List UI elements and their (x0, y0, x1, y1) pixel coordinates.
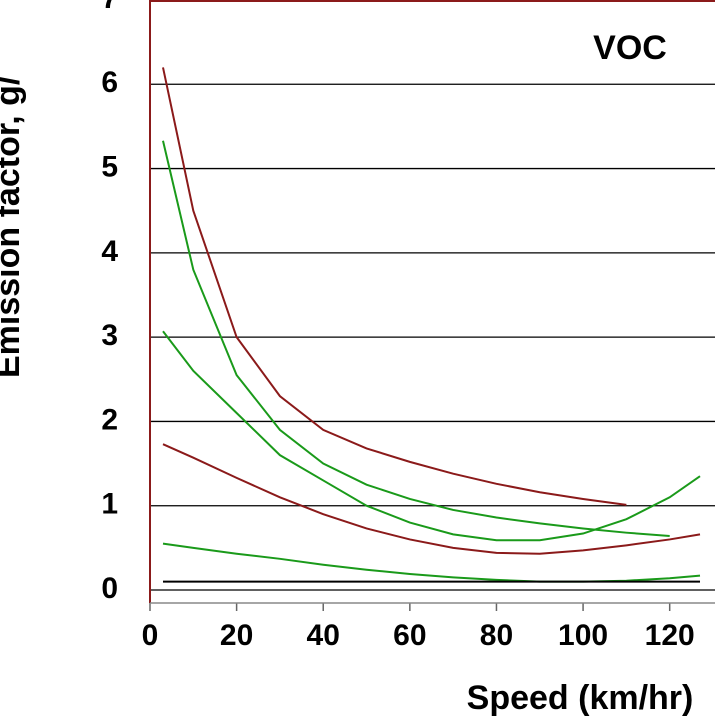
x-tick-label: 40 (307, 619, 340, 652)
y-tick-label: 2 (101, 403, 118, 436)
line (162, 140, 670, 538)
x-tick-label: 100 (558, 619, 608, 652)
y-tick-label: 3 (101, 319, 118, 352)
x-tick-label: 20 (220, 619, 253, 652)
y-axis-label: Emission factor, g/ (0, 75, 27, 378)
y-tick-label: 5 (101, 150, 118, 183)
y-tick-label: 4 (101, 235, 118, 268)
y-tick-label: 6 (101, 66, 118, 99)
annotation: VOC (593, 29, 667, 67)
y-tick-label: 0 (101, 572, 118, 605)
x-tick-label: 120 (645, 619, 695, 652)
x-tick-label: 0 (142, 619, 159, 652)
line (162, 443, 701, 555)
line (162, 67, 627, 506)
line (162, 542, 701, 583)
y-tick-label: 7 (101, 0, 118, 15)
line (162, 330, 701, 542)
x-axis-label: Speed (km/hr) (467, 679, 694, 717)
x-tick-label: 80 (480, 619, 513, 652)
y-tick-label: 1 (101, 488, 118, 521)
x-tick-label: 60 (393, 619, 426, 652)
